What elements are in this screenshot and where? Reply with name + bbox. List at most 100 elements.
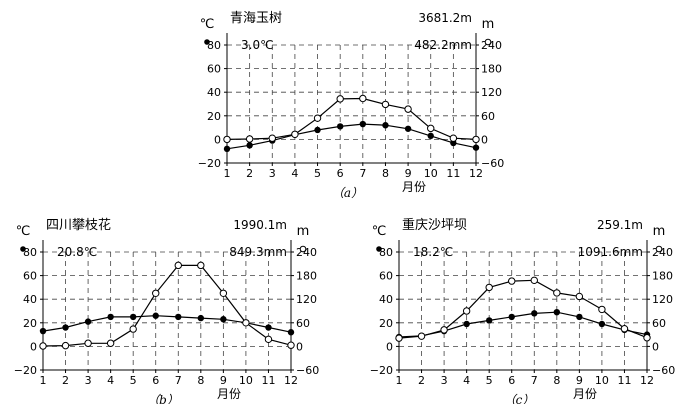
precipitation-point [427, 124, 435, 133]
precipitation-point [39, 342, 47, 350]
x-tick-label: 11 [261, 374, 275, 387]
x-tick-label: 1 [396, 374, 403, 387]
x-axis-label: 月份 [573, 387, 597, 401]
temperature-point [152, 312, 159, 319]
annual-precipitation: 849.3mm [229, 245, 287, 259]
precipitation-point [61, 341, 70, 350]
precipitation-point [395, 334, 403, 342]
temperature-point [129, 313, 137, 321]
right-tick-label: 240 [652, 246, 673, 259]
precipitation-point [417, 332, 426, 340]
x-tick-label: 8 [382, 167, 389, 180]
annual-mean-temperature: 3.0℃ [241, 38, 274, 52]
x-tick-label: 6 [508, 374, 515, 387]
x-tick-label: 2 [246, 167, 253, 180]
temperature-point [553, 308, 561, 316]
annual-precipitation: 1091.6mm [578, 245, 643, 259]
station-name: 四川攀枝花 [46, 217, 111, 233]
left-tick-label: 20 [23, 317, 37, 330]
right-tick-label: 120 [296, 293, 317, 306]
x-tick-label: 9 [405, 167, 412, 180]
x-tick-label: 6 [152, 374, 159, 387]
x-tick-label: 5 [130, 374, 137, 387]
right-tick-label: 180 [652, 270, 673, 283]
right-tick-label: 120 [481, 86, 502, 99]
x-tick-label: 10 [595, 374, 609, 387]
precipitation-point [485, 283, 493, 292]
left-tick-label: 80 [207, 39, 221, 52]
precipitation-point [530, 276, 538, 285]
precipitation-point [219, 289, 228, 297]
precipitation-point [553, 289, 561, 297]
precipitation-point [264, 335, 273, 344]
right-tick-label: 120 [652, 293, 673, 306]
temperature-legend-marker [376, 246, 382, 252]
precipitation-line [226, 97, 477, 140]
precipitation-legend-marker [484, 38, 492, 46]
left-tick-label: 60 [23, 270, 37, 283]
left-tick-label: 80 [379, 246, 393, 259]
precipitation-point [620, 325, 629, 333]
right-axis-unit: m [653, 224, 666, 239]
temperature-point [598, 320, 606, 328]
temperature-point [427, 132, 434, 140]
right-tick-label: −60 [296, 364, 319, 377]
temperature-point [197, 314, 205, 322]
x-tick-label: 5 [314, 167, 321, 180]
precipitation-point [223, 135, 231, 144]
left-tick-label: 60 [379, 270, 393, 283]
x-tick-label: 10 [424, 167, 438, 180]
precipitation-point [152, 289, 160, 297]
x-tick-label: 1 [224, 167, 231, 180]
precipitation-point [245, 135, 254, 143]
temperature-point [84, 318, 92, 325]
temperature-point [287, 329, 295, 336]
x-tick-label: 2 [418, 374, 425, 387]
station-name: 青海玉树 [230, 11, 282, 26]
left-tick-label: −20 [14, 364, 37, 377]
precipitation-line [398, 279, 648, 339]
precipitation-point [449, 134, 458, 142]
precipitation-point [129, 325, 137, 333]
temperature-point [531, 310, 538, 317]
precipitation-point [242, 319, 250, 327]
annual-precipitation: 482.2mm [414, 38, 472, 52]
precipitation-point [472, 135, 480, 144]
left-axis-unit: ℃ [16, 224, 31, 239]
right-axis-unit: m [297, 224, 310, 239]
x-tick-label: 4 [107, 374, 114, 387]
temperature-point [508, 313, 515, 321]
precipitation-line [42, 264, 292, 347]
x-tick-label: 12 [640, 374, 654, 387]
x-axis-label: 月份 [217, 387, 241, 401]
panel-caption: （a） [332, 186, 363, 200]
temperature-point [404, 125, 412, 132]
x-tick-label: 7 [359, 167, 366, 180]
x-tick-label: 2 [62, 374, 69, 387]
temperature-line [226, 123, 477, 150]
x-tick-label: 3 [85, 374, 92, 387]
temperature-point [62, 324, 69, 331]
station-elevation: 1990.1m [233, 218, 287, 232]
right-tick-label: 60 [481, 110, 495, 123]
precipitation-point [313, 114, 322, 122]
precipitation-point [508, 277, 516, 285]
x-tick-label: 12 [469, 167, 483, 180]
x-axis-label: 月份 [402, 180, 426, 194]
precipitation-legend-marker [299, 245, 307, 253]
left-tick-label: 60 [207, 63, 221, 76]
temperature-point [336, 123, 344, 130]
x-tick-label: 11 [446, 167, 460, 180]
precipitation-point [106, 339, 115, 347]
station-name: 重庆沙坪坝 [402, 217, 467, 233]
temperature-point [463, 320, 470, 328]
left-tick-label: 80 [23, 246, 37, 259]
x-tick-label: 4 [291, 167, 298, 180]
precipitation-point [336, 95, 344, 103]
left-tick-label: 20 [379, 317, 393, 330]
temperature-point [265, 324, 272, 331]
x-tick-label: 4 [463, 374, 470, 387]
temperature-point [175, 313, 182, 321]
